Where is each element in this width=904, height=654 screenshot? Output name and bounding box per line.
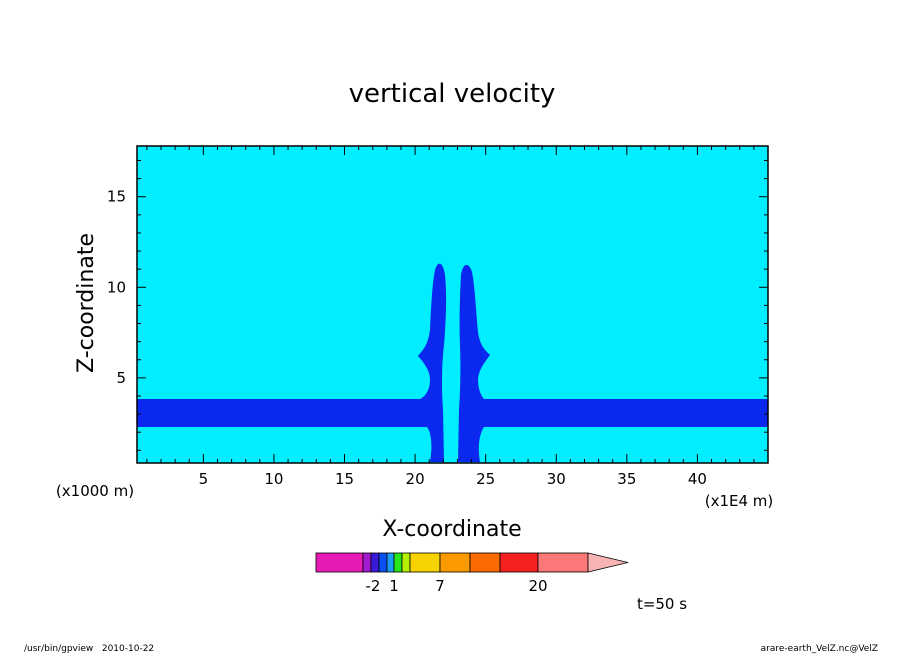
x-tick-label: 30 (547, 470, 566, 488)
x-axis-label: X-coordinate (382, 517, 521, 542)
x-tick-label: 35 (617, 470, 636, 488)
colorbar-segment (537, 552, 589, 573)
colorbar-segment (362, 552, 372, 573)
colorbar-segment (469, 552, 501, 573)
colorbar-segment (393, 552, 403, 573)
right-plume (458, 264, 490, 462)
horizontal-band-left (137, 399, 427, 427)
left-plume (418, 263, 447, 462)
colorbar-segment (409, 552, 441, 573)
y-tick-label: 5 (116, 369, 126, 387)
colorbar-arrow (587, 552, 629, 573)
plot-area (136, 145, 769, 464)
x-tick-label: 15 (335, 470, 354, 488)
y-tick-label: 15 (107, 188, 126, 206)
colorbar-segment (378, 552, 388, 573)
x-tick-label: 25 (476, 470, 495, 488)
x-tick-label: 20 (406, 470, 425, 488)
colorbar-segment (315, 552, 364, 573)
y-axis-label: Z-coordinate (74, 233, 99, 373)
colorbar-segment (439, 552, 471, 573)
colorbar-segment (499, 552, 539, 573)
colorbar-segment (401, 552, 411, 573)
y-tick-label: 10 (107, 278, 126, 296)
footer-right: arare-earth_VelZ.nc@VelZ (761, 644, 878, 654)
axis-ticks (137, 146, 769, 463)
horizontal-band-right (484, 399, 768, 427)
chart-title: vertical velocity (349, 79, 556, 109)
colorbar-tick-label: 20 (528, 577, 547, 595)
footer-left: /usr/bin/gpview 2010-10-22 (24, 644, 154, 654)
colorbar-tick-label: -2 (366, 577, 381, 595)
velocity-features (137, 263, 768, 462)
y-axis-unit: (x1000 m) (56, 482, 134, 500)
colorbar-tick-label: 7 (435, 577, 445, 595)
x-tick-label: 5 (199, 470, 209, 488)
x-tick-label: 40 (688, 470, 707, 488)
time-label: t=50 s (637, 595, 687, 613)
x-tick-label: 10 (264, 470, 283, 488)
colorbar-segment (386, 552, 395, 573)
colorbar-tick-label: 1 (389, 577, 399, 595)
colorbar-segment (370, 552, 380, 573)
colorbar: -2 1 7 20 (315, 552, 629, 595)
plot-frame (136, 145, 769, 464)
x-axis-unit: (x1E4 m) (705, 492, 774, 510)
